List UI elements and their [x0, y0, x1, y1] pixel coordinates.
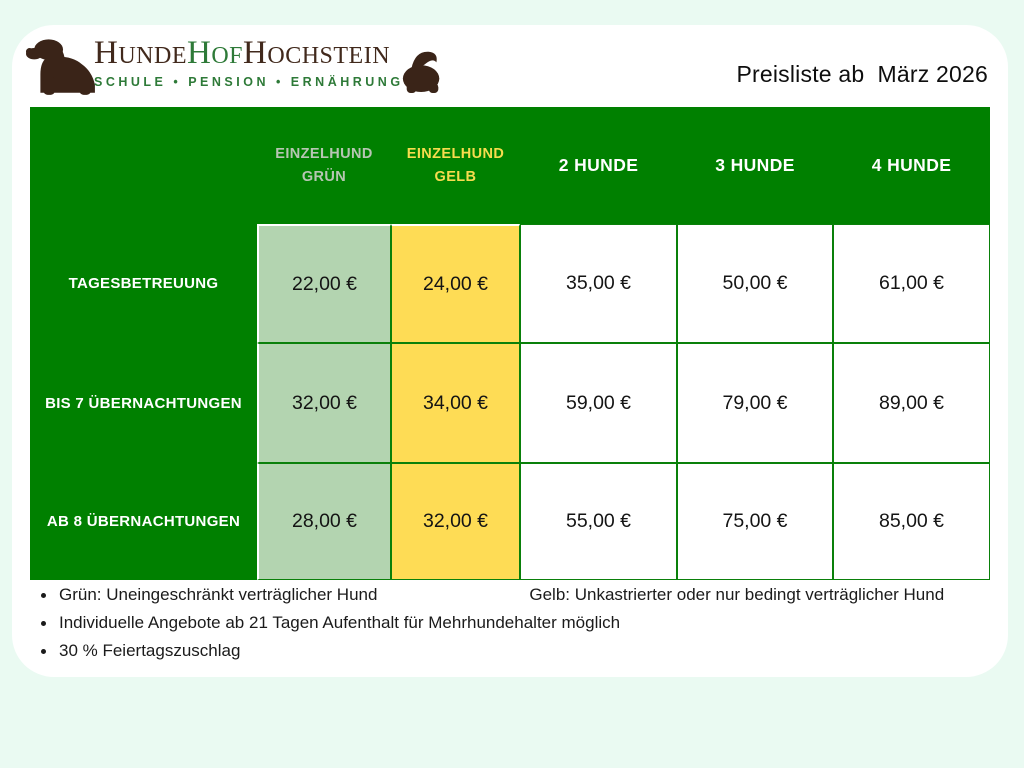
row-label-bis-7-uebernachtungen: BIS 7 ÜBERNACHTUNGEN — [45, 394, 242, 412]
price-cell: 32,00 € — [257, 343, 391, 463]
price-cell: 28,00 € — [257, 463, 391, 580]
col-header-einzelhund-gelb: EINZELHUND GELB — [406, 146, 505, 185]
logo-subtitle: Schule • Pension • Ernährung — [94, 75, 404, 89]
bullet-icon — [41, 648, 46, 654]
price-cell: 50,00 € — [677, 224, 833, 343]
bullet-icon — [41, 620, 46, 626]
card: HundeHofHochstein Schule • Pension • Ern… — [12, 25, 1008, 677]
note-individual-offers: Individuelle Angebote ab 21 Tagen Aufent… — [36, 609, 994, 637]
price-cell: 61,00 € — [833, 224, 990, 343]
row-label-ab-8-uebernachtungen: AB 8 ÜBERNACHTUNGEN — [46, 513, 241, 530]
logo: HundeHofHochstein Schule • Pension • Ern… — [26, 31, 448, 95]
price-cell: 32,00 € — [391, 463, 520, 580]
row-label-tagesbetreuung: TAGESBETREUUNG — [68, 275, 219, 292]
logo-word-hof: Hof — [187, 35, 244, 71]
price-cell: 85,00 € — [833, 463, 990, 580]
price-cell: 59,00 € — [520, 343, 677, 463]
page-title: Preisliste ab März 2026 — [736, 61, 988, 87]
price-cell: 79,00 € — [677, 343, 833, 463]
price-cell: 75,00 € — [677, 463, 833, 580]
dog-rear-icon — [402, 51, 439, 93]
price-cell: 89,00 € — [833, 343, 990, 463]
note-yellow: Gelb: Unkastrierter oder nur bedingt ver… — [529, 585, 945, 604]
col-header-einzelhund-gruen: EINZELHUND GRÜN — [275, 146, 373, 185]
price-cell: 24,00 € — [391, 224, 520, 343]
col-header-4-hunde: 4 HUNDE — [871, 154, 952, 175]
logo-word-hunde: Hunde — [94, 35, 187, 71]
dog-front-icon — [26, 39, 95, 95]
bullet-icon — [41, 592, 46, 598]
logo-text: HundeHofHochstein — [94, 37, 404, 70]
price-cell: 34,00 € — [391, 343, 520, 463]
price-cell: 55,00 € — [520, 463, 677, 580]
price-table: EINZELHUND GRÜN EINZELHUND GELB 2 HUNDE … — [30, 107, 990, 580]
note-green: Grün: Uneingeschränkt verträglicher Hund — [36, 581, 529, 609]
col-header-3-hunde: 3 HUNDE — [715, 154, 795, 175]
table-corner — [30, 107, 257, 224]
logo-word-hochstein: Hochstein — [243, 35, 391, 71]
price-cell: 22,00 € — [257, 224, 391, 343]
col-header-2-hunde: 2 HUNDE — [558, 154, 639, 175]
price-cell: 35,00 € — [520, 224, 677, 343]
note-holiday-surcharge: 30 % Feiertagszuschlag — [36, 637, 994, 665]
notes: Grün: Uneingeschränkt verträglicher Hund… — [36, 581, 994, 665]
